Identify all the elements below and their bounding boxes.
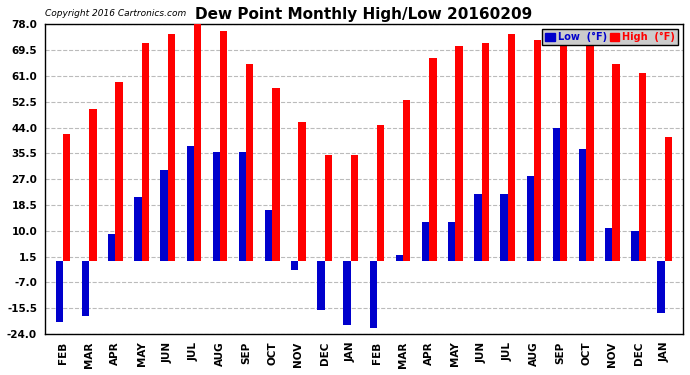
Text: Copyright 2016 Cartronics.com: Copyright 2016 Cartronics.com [45,9,186,18]
Bar [324,155,332,261]
Bar [474,195,482,261]
Bar [108,234,115,261]
Bar [168,34,175,261]
Bar [141,43,149,261]
Bar [56,261,63,322]
Bar [605,228,613,261]
Bar [377,124,384,261]
Bar [482,43,489,261]
Bar [370,261,377,328]
Bar [115,82,123,261]
Bar [239,152,246,261]
Legend: Low  (°F), High  (°F): Low (°F), High (°F) [542,29,678,45]
Bar [664,137,672,261]
Bar [160,170,168,261]
Bar [246,64,253,261]
Bar [344,261,351,325]
Bar [613,64,620,261]
Bar [508,34,515,261]
Bar [89,110,97,261]
Bar [455,46,463,261]
Bar [560,43,567,261]
Bar [534,40,541,261]
Bar [638,73,646,261]
Bar [299,122,306,261]
Bar [317,261,324,310]
Bar [194,24,201,261]
Bar [186,146,194,261]
Bar [631,231,638,261]
Bar [500,195,508,261]
Bar [351,155,358,261]
Bar [579,149,586,261]
Bar [63,134,70,261]
Bar [422,222,429,261]
Bar [82,261,89,316]
Bar [429,58,437,261]
Bar [273,88,279,261]
Bar [586,43,593,261]
Bar [265,210,273,261]
Title: Dew Point Monthly High/Low 20160209: Dew Point Monthly High/Low 20160209 [195,7,533,22]
Bar [658,261,664,313]
Bar [220,31,227,261]
Bar [526,176,534,261]
Bar [396,255,403,261]
Bar [553,128,560,261]
Bar [213,152,220,261]
Bar [403,100,411,261]
Bar [134,198,141,261]
Bar [448,222,455,261]
Bar [291,261,299,270]
